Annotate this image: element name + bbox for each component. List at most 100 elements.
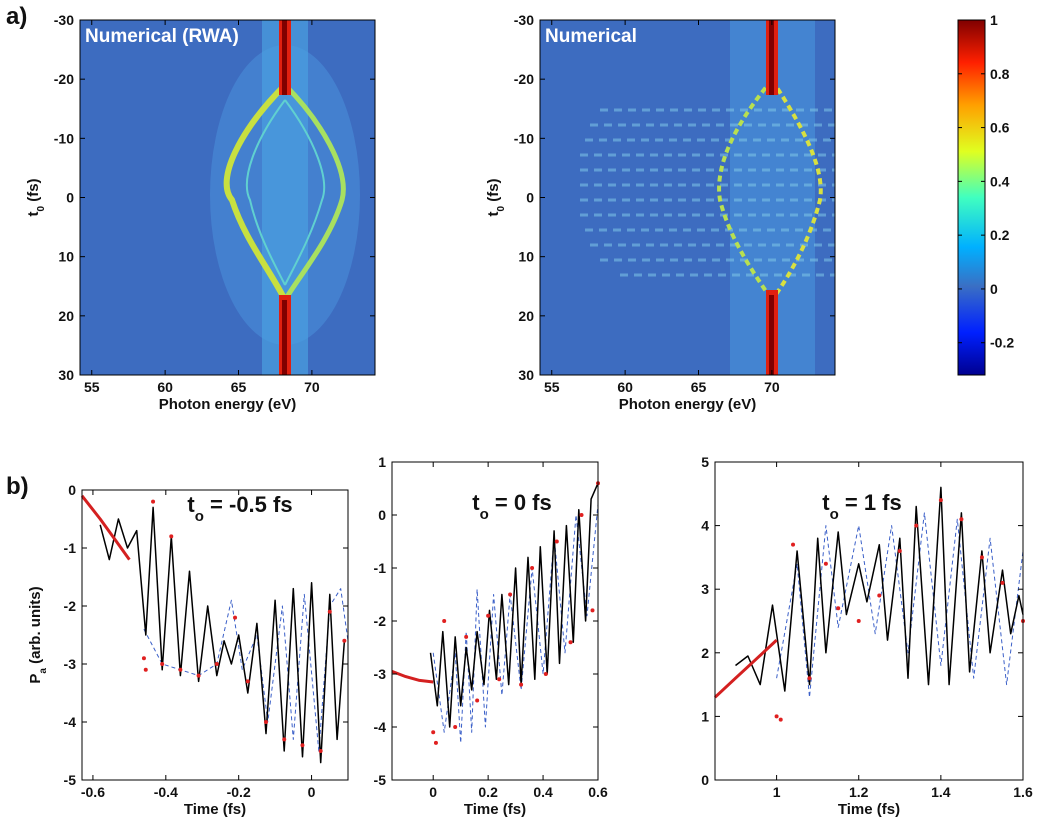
data-point [508,592,513,597]
data-point [282,737,287,742]
y-tick-label: -3 [64,656,77,672]
y-axis-label-rest: (fs) [25,178,42,206]
chart-title-sub: o [195,508,204,525]
axes-frame [714,461,1024,781]
data-point [486,613,491,618]
y-tick-label: 30 [518,367,534,383]
data-point [568,640,573,645]
chart-title-main: t [187,492,195,517]
x-tick-label: -0.4 [154,784,178,800]
y-axis-label-main: t [25,212,42,217]
y-tick-label: 5 [701,454,709,470]
data-point [543,672,548,676]
y-tick-label: -1 [374,560,387,576]
y-tick-label: -2 [64,598,77,614]
y-tick-label: 0 [526,190,534,206]
y-axis-label-rest: (arb. units) [27,586,44,668]
y-tick-label: 1 [378,454,386,470]
x-tick-label: 0.4 [533,784,553,800]
x-tick-label: 60 [617,379,633,395]
chart-title-rest: = -0.5 fs [204,492,293,517]
data-point [143,667,148,672]
y-tick-label: 10 [58,249,74,265]
chart-title: to = -0.5 fs [187,492,292,525]
data-point [579,513,584,517]
heatmap-image [80,20,375,375]
x-tick-label: 0 [308,784,316,800]
series-line [432,504,599,744]
chart-title: to = 0 fs [472,490,551,523]
y-tick-label: 0 [68,482,76,498]
chart-title-sub: o [830,506,839,523]
y-tick-label: -1 [64,540,77,556]
y-axis-label-main: t [485,212,502,217]
x-tick-label: 70 [304,379,320,395]
panel-label: b) [6,473,29,500]
panel-label: a) [6,3,27,30]
data-point [791,542,796,547]
x-axis-label: Photon energy (eV) [619,396,757,413]
x-tick-label: 0 [429,784,437,800]
data-point [877,593,882,598]
x-tick-label: -0.6 [81,784,105,800]
y-tick-label: -5 [374,772,387,788]
data-point [214,662,219,666]
data-point [169,534,174,539]
y-axis-label: t0 (fs) [485,178,507,216]
x-tick-label: 0.2 [478,784,498,800]
y-axis-label: t0 (fs) [25,178,47,216]
y-tick-label: -10 [514,130,534,146]
x-tick-label: -0.2 [227,784,251,800]
x-tick-label: 1.2 [849,784,869,800]
data-point [519,682,524,687]
x-tick-label: 1.4 [931,784,951,800]
y-tick-label: -5 [64,772,77,788]
colorbar-tick-label: 0.6 [990,120,1010,136]
y-tick-label: 2 [701,645,709,661]
chart-title-main: t [472,490,480,515]
colorbar-tick-label: 0 [990,281,998,297]
data-point [178,667,183,672]
colorbar-tick-label: 0.4 [990,173,1010,189]
data-point [453,725,458,729]
data-point [264,720,269,724]
chart-title: Numerical [545,26,637,47]
axes-frame [81,489,349,781]
colorbar [958,20,985,375]
x-tick-label: 65 [231,379,247,395]
y-tick-label: 0 [66,190,74,206]
x-tick-label: 0.6 [588,784,608,800]
x-axis-label: Photon energy (eV) [159,396,297,413]
y-axis-label-sub: 0 [36,206,47,212]
chart-title: to = 1 fs [822,490,901,523]
series-line [713,639,778,699]
data-point [823,561,828,566]
y-tick-label: 0 [701,772,709,788]
data-point [245,679,250,684]
colorbar-tick-label: -0.2 [990,335,1014,351]
y-axis-label-main: P [27,674,44,684]
x-tick-label: 70 [764,379,780,395]
series-line [143,588,349,752]
data-point [856,619,861,623]
data-point [464,634,469,639]
y-tick-label: 0 [378,507,386,523]
y-tick-label: 20 [58,308,74,324]
y-tick-label: 20 [518,308,534,324]
y-tick-label: 4 [701,518,709,534]
chart-title-rest: = 0 fs [489,490,552,515]
data-point [233,615,238,620]
chart-title-sub: o [480,506,489,523]
data-point [318,749,323,753]
data-point [897,549,902,554]
x-axis-label: Time (fs) [464,801,526,818]
data-point [431,730,436,735]
colorbar-tick-label: 1 [990,12,998,28]
data-point [160,662,165,666]
x-tick-label: 55 [84,379,100,395]
y-tick-label: -3 [374,666,387,682]
data-point [433,740,438,745]
y-tick-label: 1 [701,708,709,724]
y-axis-label-rest: (fs) [485,178,502,206]
